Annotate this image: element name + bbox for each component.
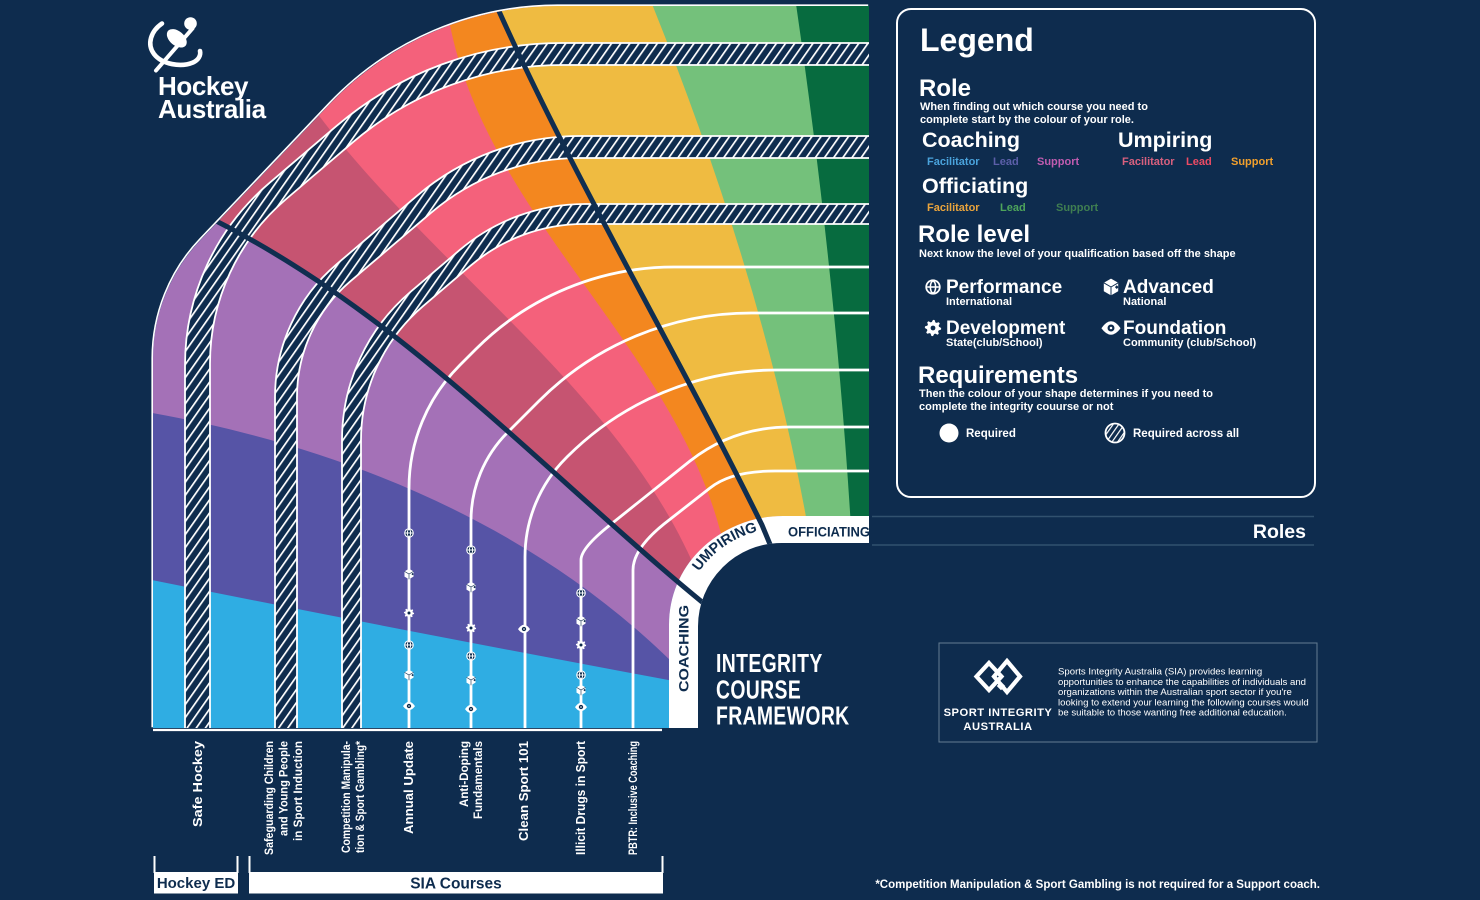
svg-text:Australia: Australia (158, 94, 267, 124)
svg-text:Lead: Lead (1186, 156, 1212, 168)
svg-text:State(club/School): State(club/School) (946, 337, 1043, 349)
svg-text:Lead: Lead (1000, 202, 1026, 214)
svg-text:Support: Support (1037, 156, 1079, 168)
svg-text:organizations within the Austr: organizations within the Australian spor… (1058, 687, 1292, 698)
svg-text:be suitable to those wanting f: be suitable to those wanting free additi… (1058, 708, 1287, 719)
svg-text:Safeguarding Children: Safeguarding Children (262, 741, 276, 855)
svg-text:Safe Hockey: Safe Hockey (191, 741, 205, 827)
svg-text:Support: Support (1231, 156, 1273, 168)
svg-text:International: International (946, 296, 1012, 308)
svg-text:Foundation: Foundation (1123, 318, 1226, 339)
svg-text:FRAMEWORK: FRAMEWORK (716, 702, 850, 730)
svg-text:Performance: Performance (946, 277, 1062, 298)
svg-text:National: National (1123, 296, 1166, 308)
svg-text:complete start by the colour o: complete start by the colour of your rol… (920, 114, 1134, 126)
svg-text:in Sport Induction: in Sport Induction (291, 741, 305, 841)
svg-text:Competition Manipula-: Competition Manipula- (339, 741, 353, 853)
svg-text:AUSTRALIA: AUSTRALIA (963, 721, 1032, 733)
svg-text:Support: Support (1056, 202, 1098, 214)
svg-text:INTEGRITY: INTEGRITY (716, 649, 823, 677)
svg-text:*Competition Manipulation & Sp: *Competition Manipulation & Sport Gambli… (875, 879, 1320, 891)
svg-text:Umpiring: Umpiring (1118, 128, 1212, 152)
svg-text:Facilitator: Facilitator (1122, 156, 1175, 168)
svg-text:Advanced: Advanced (1123, 277, 1214, 298)
svg-text:Annual Update: Annual Update (402, 741, 416, 834)
svg-text:Fundamentals: Fundamentals (471, 741, 485, 819)
svg-text:COACHING: COACHING (677, 605, 692, 692)
svg-text:looking to extend your learnin: looking to extend your learning the foll… (1058, 697, 1309, 708)
svg-text:Next know the level of your qu: Next know the level of your qualificatio… (919, 248, 1236, 260)
svg-text:Facilitator: Facilitator (927, 156, 980, 168)
svg-text:Then the colour of your shape: Then the colour of your shape determines… (919, 388, 1213, 400)
svg-text:Lead: Lead (993, 156, 1019, 168)
svg-text:Sports Integrity Australia (SI: Sports Integrity Australia (SIA) provide… (1058, 667, 1262, 678)
svg-text:SPORT INTEGRITY: SPORT INTEGRITY (944, 707, 1053, 719)
svg-text:COURSE: COURSE (716, 676, 801, 704)
svg-text:Legend: Legend (920, 22, 1034, 58)
svg-text:Role level: Role level (918, 221, 1030, 248)
svg-text:PBTR: Inclusive Coaching: PBTR: Inclusive Coaching (626, 741, 640, 855)
svg-text:complete the integrity couurse: complete the integrity couurse or not (919, 401, 1114, 413)
svg-text:Illicit Drugs in Sport: Illicit Drugs in Sport (574, 740, 588, 855)
svg-text:Clean Sport 101: Clean Sport 101 (517, 741, 531, 841)
svg-text:Hockey: Hockey (158, 71, 249, 101)
svg-text:Development: Development (946, 318, 1066, 339)
svg-text:Required across all: Required across all (1133, 428, 1239, 440)
svg-text:tion & Sport Gambling*: tion & Sport Gambling* (353, 741, 367, 853)
svg-text:Roles: Roles (1253, 521, 1306, 543)
svg-text:SIA Courses: SIA Courses (410, 876, 502, 893)
svg-text:Anti-Doping: Anti-Doping (457, 741, 471, 807)
svg-text:Hockey ED: Hockey ED (157, 875, 236, 892)
svg-text:Officiating: Officiating (922, 174, 1028, 198)
svg-text:and Young People: and Young People (277, 741, 291, 836)
svg-text:Required: Required (966, 428, 1016, 440)
svg-text:OFFICIATING: OFFICIATING (788, 525, 870, 540)
svg-text:Role: Role (919, 75, 971, 102)
svg-text:When finding out which course: When finding out which course you need t… (920, 101, 1148, 113)
svg-text:Requirements: Requirements (918, 362, 1078, 389)
svg-text:opportunities to enhance the c: opportunities to enhance the capabilitie… (1058, 677, 1306, 688)
svg-text:Coaching: Coaching (922, 128, 1020, 152)
svg-text:Community (club/School): Community (club/School) (1123, 337, 1257, 349)
svg-text:Facilitator: Facilitator (927, 202, 980, 214)
